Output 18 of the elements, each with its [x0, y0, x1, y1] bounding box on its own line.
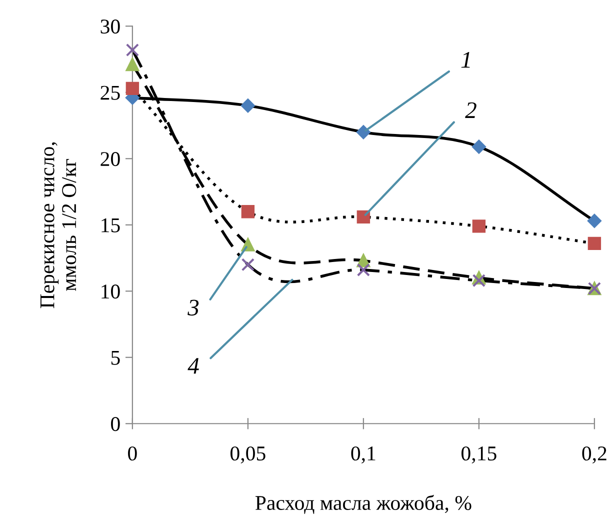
x-tick-label: 0 [128, 446, 137, 461]
y-tick-label: 15 [102, 218, 120, 232]
y-tick-label: 0 [111, 417, 120, 432]
y-tick-label: 30 [100, 20, 120, 34]
y-tick-label: 5 [111, 350, 120, 365]
annotation: 1 [461, 52, 470, 68]
y-tick-label: 20 [100, 152, 120, 166]
x-tick-label: 0,15 [462, 446, 496, 464]
annotation: 2 [465, 102, 476, 118]
x-tick-label: 0,1 [351, 446, 376, 464]
x-tick-label: 0,2 [582, 446, 606, 464]
x-tick-label: 0,05 [230, 446, 266, 464]
y-tick-label: 10 [102, 284, 120, 299]
y-axis-title: Перекисное число, ммоль 1/2 О/кг [40, 142, 76, 308]
x-axis-title: Расход масла жожоба, % [255, 494, 472, 514]
annotation: 4 [188, 358, 199, 374]
annotation: 3 [188, 300, 199, 316]
y-tick-label: 25 [100, 86, 120, 100]
